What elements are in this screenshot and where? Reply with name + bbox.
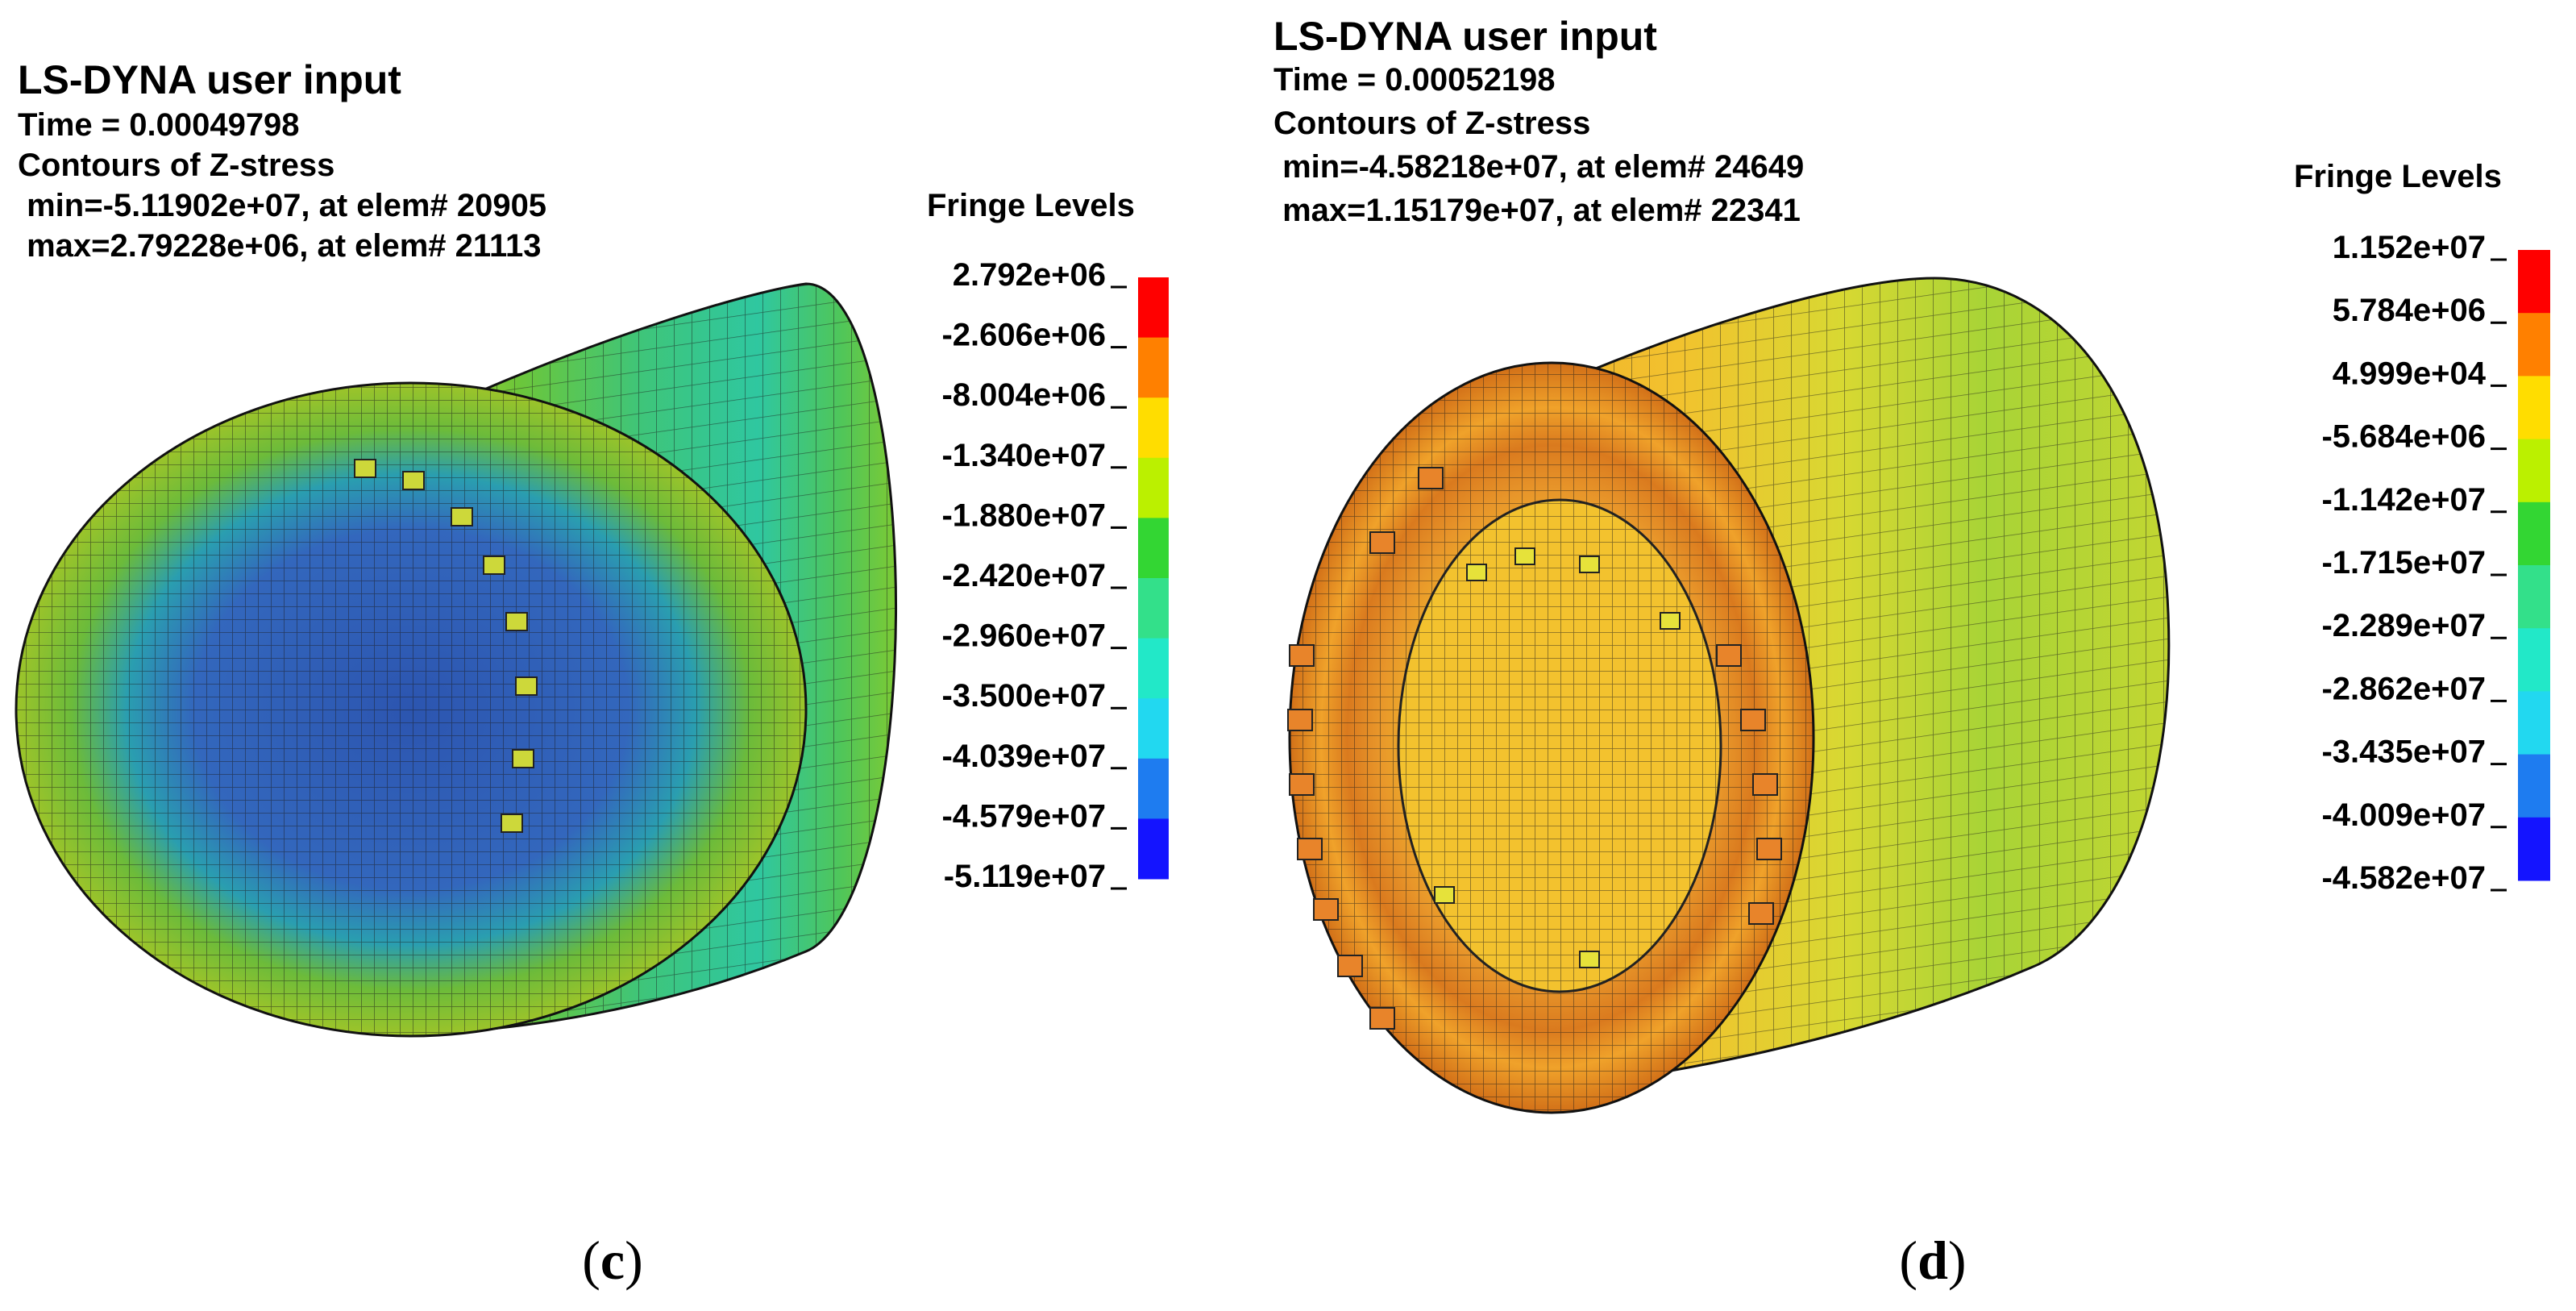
time-readout-c: Time = 0.00049798 — [18, 107, 300, 143]
panel-title-d: LS-DYNA user input — [1273, 14, 1657, 59]
panel-title-c: LS-DYNA user input — [18, 57, 401, 102]
legend-level-label: -2.420e+07 — [941, 558, 1106, 593]
legend-title-d: Fringe Levels — [2294, 159, 2502, 194]
legend-swatch — [2518, 313, 2550, 377]
legend-level-label: -2.289e+07 — [2321, 608, 2486, 643]
legend-level-label: -3.500e+07 — [941, 678, 1106, 714]
legend-level-label: -3.435e+07 — [2321, 735, 2486, 770]
legend-level-label: -4.582e+07 — [2321, 860, 2486, 896]
legend-swatch — [2518, 250, 2550, 314]
legend-level-label: -2.606e+06 — [941, 318, 1106, 353]
legend-colorbar-c — [1138, 277, 1169, 880]
legend-level-label: 5.784e+06 — [2333, 293, 2486, 328]
contour-type-c: Contours of Z-stress — [18, 148, 334, 183]
legend-swatch — [2518, 691, 2550, 755]
legend-swatch — [1138, 698, 1169, 760]
legend-level-label: -4.009e+07 — [2321, 797, 2486, 833]
legend-swatch — [1138, 277, 1169, 339]
panel-c: LS-DYNA user input Time = 0.00049798 Con… — [15, 57, 1169, 1291]
max-readout-c: max=2.79228e+06, at elem# 21113 — [18, 228, 541, 264]
legend-level-label: -5.119e+07 — [944, 859, 1106, 894]
contour-type-d: Contours of Z-stress — [1273, 106, 1590, 141]
legend-swatch — [1138, 758, 1169, 819]
legend-level-label: -1.880e+07 — [941, 497, 1106, 533]
legend-swatch — [2518, 439, 2550, 503]
legend-swatch — [2518, 376, 2550, 440]
legend-level-label: -1.715e+07 — [2321, 545, 2486, 581]
min-readout-c: min=-5.11902e+07, at elem# 20905 — [18, 188, 546, 223]
legend-title-c: Fringe Levels — [927, 188, 1135, 223]
time-readout-d: Time = 0.00052198 — [1273, 62, 1556, 98]
legend-level-label: -1.142e+07 — [2321, 482, 2486, 518]
legend-swatch — [1138, 518, 1169, 579]
rim-teeth-d — [1287, 467, 1782, 1030]
legend-labels-c: 2.792e+06 -2.606e+06 -8.004e+06 -1.340e+07 -… — [941, 257, 1127, 894]
legend-level-label: -4.039e+07 — [941, 739, 1106, 774]
max-readout-d: max=1.15179e+07, at elem# 22341 — [1273, 193, 1801, 228]
fringe-legend-d: Fringe Levels 1.152e+07 5.784e+06 4.999e+0… — [2294, 159, 2550, 896]
legend-swatch — [1138, 818, 1169, 880]
legend-level-label: -8.004e+06 — [941, 377, 1106, 413]
rim-teeth-c — [354, 459, 538, 833]
legend-swatch — [2518, 502, 2550, 566]
legend-swatch — [1138, 638, 1169, 699]
legend-swatch — [2518, 565, 2550, 629]
legend-swatch — [2518, 817, 2550, 881]
legend-level-label: -4.579e+07 — [941, 798, 1106, 834]
legend-swatch — [2518, 754, 2550, 818]
caption-letter-d: d — [1917, 1230, 1948, 1291]
legend-level-label: -2.862e+07 — [2321, 671, 2486, 706]
legend-level-label: -2.960e+07 — [941, 618, 1106, 654]
legend-colorbar-d — [2518, 250, 2550, 881]
legend-level-label: -1.340e+07 — [941, 438, 1106, 473]
min-readout-d: min=-4.58218e+07, at elem# 24649 — [1273, 149, 1804, 185]
legend-swatch — [1138, 337, 1169, 398]
legend-swatch — [2518, 628, 2550, 692]
legend-labels-d: 1.152e+07 5.784e+06 4.999e+04 -5.684e+06 -1.… — [2321, 230, 2507, 896]
legend-level-label: 1.152e+07 — [2333, 230, 2486, 265]
legend-level-label: 2.792e+06 — [953, 257, 1106, 293]
legend-level-label: -5.684e+06 — [2321, 419, 2486, 455]
legend-swatch — [1138, 578, 1169, 639]
caption-letter-c: c — [600, 1230, 625, 1291]
cylinder-model-d — [1287, 277, 2171, 1114]
inner-blocks-d — [1434, 547, 1681, 968]
caption-c: (c) — [582, 1230, 643, 1291]
panel-d: LS-DYNA user input Time = 0.00052198 Con… — [1273, 14, 2550, 1291]
legend-level-label: 4.999e+04 — [2333, 356, 2487, 391]
fringe-legend-c: Fringe Levels 2.792e+06 -2.606e+06 -8.004e… — [927, 188, 1169, 894]
legend-swatch — [1138, 397, 1169, 459]
legend-swatch — [1138, 457, 1169, 518]
caption-d: (d) — [1899, 1230, 1966, 1291]
cylinder-model-c — [15, 282, 897, 1038]
